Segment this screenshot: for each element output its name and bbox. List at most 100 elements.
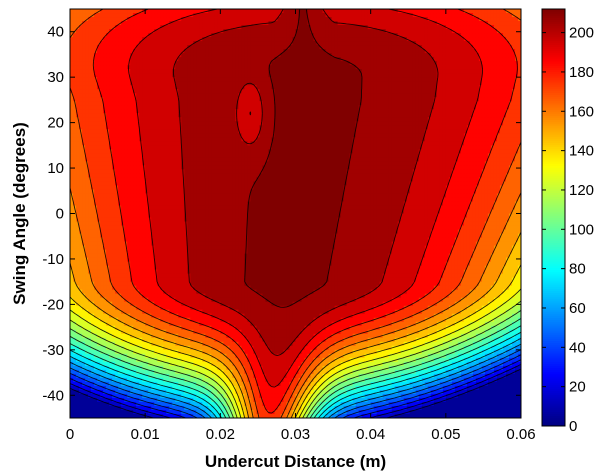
contour-cell: [391, 21, 396, 26]
contour-cell: [388, 21, 393, 26]
contour-cell: [424, 41, 429, 46]
contour-cell: [76, 29, 80, 34]
contour-cell: [493, 13, 498, 18]
contour-cell: [112, 37, 116, 42]
contour-cell: [418, 9, 423, 14]
contour-cell: [151, 9, 155, 14]
contour-cell: [457, 9, 462, 14]
contour-cell: [307, 29, 312, 34]
contour-cell: [112, 13, 116, 18]
contour-cell: [166, 33, 170, 38]
contour-cell: [211, 33, 215, 38]
contour-cell: [166, 9, 170, 14]
contour-cell: [409, 29, 414, 34]
contour-cell: [145, 37, 149, 42]
contour-cell: [277, 25, 282, 30]
contour-cell: [412, 25, 417, 30]
contour-cell: [472, 37, 477, 42]
contour-cell: [154, 33, 158, 38]
contour-cell: [163, 25, 167, 30]
contour-cell: [253, 13, 258, 18]
contour-cell: [508, 21, 513, 26]
contour-cell: [400, 21, 405, 26]
contour-cell: [100, 21, 104, 26]
contour-cell: [493, 17, 498, 22]
contour-cell: [319, 37, 324, 42]
contour-cell: [172, 21, 176, 26]
contour-cell: [517, 33, 521, 38]
contour-cell: [256, 33, 261, 38]
contour-cell: [82, 21, 86, 26]
contour-cell: [208, 9, 212, 14]
contour-cell: [406, 17, 411, 22]
contour-cell: [238, 41, 242, 46]
contour-cell: [466, 49, 471, 54]
contour-cell: [355, 9, 360, 14]
contour-cell: [214, 13, 218, 18]
contour-cell: [349, 21, 354, 26]
contour-cell: [403, 29, 408, 34]
contour-cell: [397, 17, 402, 22]
contour-cell: [244, 21, 248, 26]
contour-cell: [499, 41, 504, 46]
contour-cell: [409, 25, 414, 30]
contour-cell: [463, 33, 468, 38]
contour-cell: [202, 25, 206, 30]
contour-cell: [430, 49, 435, 54]
contour-cell: [367, 41, 372, 46]
contour-cell: [316, 9, 321, 14]
contour-cell: [160, 37, 164, 42]
contour-cell: [97, 41, 101, 46]
contour-cell: [226, 49, 230, 54]
contour-cell: [331, 45, 336, 50]
contour-cell: [256, 29, 261, 34]
contour-cell: [121, 17, 125, 22]
contour-cell: [361, 13, 366, 18]
contour-cell: [349, 29, 354, 34]
contour-cell: [106, 37, 110, 42]
contour-cell: [388, 25, 393, 30]
contour-cell: [415, 33, 420, 38]
contour-cell: [76, 9, 80, 14]
contour-cell: [268, 33, 273, 38]
contour-cell: [229, 53, 233, 58]
contour-cell: [133, 53, 137, 58]
contour-cell: [286, 29, 291, 34]
contour-cell: [190, 41, 194, 46]
contour-cell: [406, 13, 411, 18]
contour-cell: [331, 25, 336, 30]
contour-cell: [232, 49, 236, 54]
contour-cell: [274, 21, 279, 26]
contour-cell: [289, 53, 294, 58]
contour-cell: [400, 13, 405, 18]
contour-cell: [511, 25, 516, 30]
contour-cell: [250, 33, 255, 38]
contour-cell: [481, 21, 486, 26]
contour-cell: [124, 29, 128, 34]
contour-cell: [391, 13, 396, 18]
contour-cell: [445, 45, 450, 50]
contour-cell: [109, 29, 113, 34]
contour-cell: [490, 41, 495, 46]
contour-cell: [124, 13, 128, 18]
contour-cell: [193, 33, 197, 38]
contour-cell: [466, 13, 471, 18]
contour-cell: [145, 29, 149, 34]
contour-cell: [388, 9, 393, 14]
contour-cell: [193, 41, 197, 46]
contour-cell: [100, 33, 104, 38]
contour-cell: [133, 45, 137, 50]
contour-cell: [460, 21, 465, 26]
contour-cell: [145, 49, 149, 54]
contour-cell: [196, 9, 200, 14]
contour-cell: [196, 21, 200, 26]
contour-cell: [169, 13, 173, 18]
contour-cell: [469, 49, 474, 54]
contour-cell: [322, 25, 327, 30]
contour-cell: [193, 45, 197, 50]
contour-cell: [475, 9, 480, 14]
contour-cell: [106, 33, 110, 38]
contour-cell: [112, 25, 116, 30]
contour-cell: [196, 25, 200, 30]
contour-cell: [508, 9, 513, 14]
